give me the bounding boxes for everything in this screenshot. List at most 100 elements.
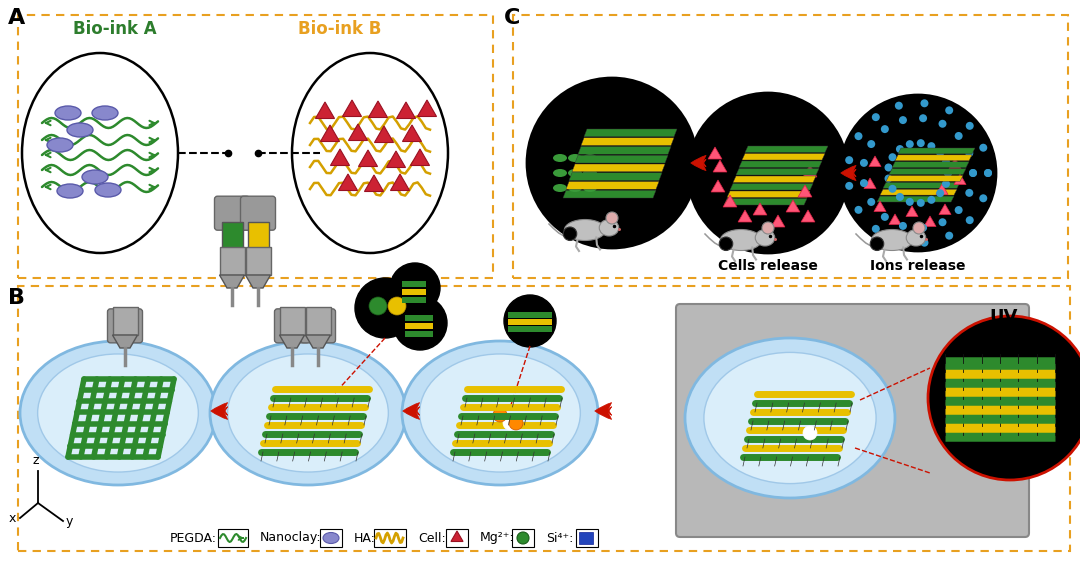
Ellipse shape — [553, 184, 567, 192]
Text: HA:: HA: — [354, 531, 376, 544]
Circle shape — [393, 296, 447, 350]
Circle shape — [984, 169, 993, 177]
Circle shape — [895, 102, 903, 110]
Polygon shape — [889, 169, 966, 175]
Circle shape — [606, 212, 618, 224]
Ellipse shape — [755, 230, 774, 246]
Circle shape — [899, 222, 907, 230]
Polygon shape — [892, 162, 969, 168]
Text: Si⁴⁺:: Si⁴⁺: — [546, 531, 573, 544]
Circle shape — [966, 189, 973, 197]
Ellipse shape — [599, 220, 619, 236]
Circle shape — [966, 216, 974, 224]
Ellipse shape — [55, 106, 81, 120]
FancyBboxPatch shape — [300, 309, 336, 343]
Text: PEGDA:: PEGDA: — [170, 531, 217, 544]
Circle shape — [928, 196, 935, 204]
Text: UV: UV — [989, 308, 1018, 326]
Bar — [112, 307, 137, 335]
Ellipse shape — [553, 154, 567, 162]
Circle shape — [504, 295, 556, 347]
Bar — [512, 529, 534, 547]
Bar — [513, 15, 1068, 278]
Ellipse shape — [67, 123, 93, 137]
Circle shape — [936, 149, 944, 157]
Ellipse shape — [57, 184, 83, 198]
Circle shape — [919, 224, 927, 232]
Polygon shape — [306, 335, 330, 348]
Circle shape — [881, 125, 889, 133]
Circle shape — [980, 194, 987, 202]
Ellipse shape — [553, 169, 567, 177]
Ellipse shape — [685, 338, 895, 498]
Text: z: z — [32, 454, 39, 467]
FancyBboxPatch shape — [241, 196, 275, 230]
Ellipse shape — [38, 354, 199, 472]
Circle shape — [942, 180, 950, 188]
Bar — [446, 529, 468, 547]
Circle shape — [503, 416, 517, 430]
Polygon shape — [895, 155, 972, 161]
Ellipse shape — [92, 106, 118, 120]
Circle shape — [369, 297, 387, 315]
FancyBboxPatch shape — [215, 196, 249, 230]
Bar — [218, 529, 248, 547]
Circle shape — [920, 239, 929, 247]
Polygon shape — [739, 161, 822, 168]
Circle shape — [854, 132, 863, 140]
Circle shape — [969, 169, 977, 177]
Polygon shape — [584, 129, 677, 137]
Circle shape — [966, 149, 973, 157]
Circle shape — [966, 122, 974, 130]
Ellipse shape — [568, 154, 582, 162]
Polygon shape — [578, 146, 671, 154]
FancyBboxPatch shape — [274, 309, 310, 343]
Ellipse shape — [565, 220, 606, 240]
Text: B: B — [8, 288, 25, 308]
Ellipse shape — [704, 352, 876, 484]
Circle shape — [939, 218, 946, 226]
Polygon shape — [727, 191, 810, 198]
Bar — [18, 15, 492, 278]
Polygon shape — [733, 176, 816, 182]
Bar — [374, 529, 406, 547]
Ellipse shape — [22, 53, 178, 253]
Polygon shape — [877, 196, 954, 202]
Circle shape — [688, 93, 848, 253]
Text: C: C — [504, 8, 521, 28]
Polygon shape — [724, 199, 807, 205]
Circle shape — [872, 113, 880, 121]
Circle shape — [860, 159, 868, 167]
Ellipse shape — [872, 230, 913, 251]
Circle shape — [917, 199, 924, 207]
Polygon shape — [745, 146, 828, 153]
Circle shape — [881, 213, 889, 221]
Polygon shape — [245, 275, 270, 288]
Text: A: A — [8, 8, 25, 28]
Polygon shape — [569, 173, 662, 181]
Circle shape — [906, 198, 914, 206]
Circle shape — [936, 189, 944, 197]
Bar — [18, 286, 1070, 551]
Polygon shape — [880, 189, 957, 195]
Circle shape — [804, 426, 816, 440]
Bar — [245, 247, 270, 275]
Ellipse shape — [568, 184, 582, 192]
Circle shape — [944, 169, 951, 177]
Circle shape — [889, 153, 896, 161]
Bar — [402, 281, 426, 287]
Text: Mg²⁺:: Mg²⁺: — [480, 531, 515, 544]
Circle shape — [955, 132, 962, 140]
Polygon shape — [730, 184, 813, 190]
Circle shape — [846, 156, 853, 164]
Circle shape — [944, 169, 951, 177]
Polygon shape — [575, 155, 669, 163]
Bar — [508, 326, 552, 332]
Circle shape — [955, 206, 962, 214]
Bar — [280, 307, 305, 335]
Ellipse shape — [82, 170, 108, 184]
Bar — [320, 529, 342, 547]
Circle shape — [517, 532, 529, 544]
Circle shape — [527, 78, 697, 248]
Polygon shape — [563, 190, 656, 198]
